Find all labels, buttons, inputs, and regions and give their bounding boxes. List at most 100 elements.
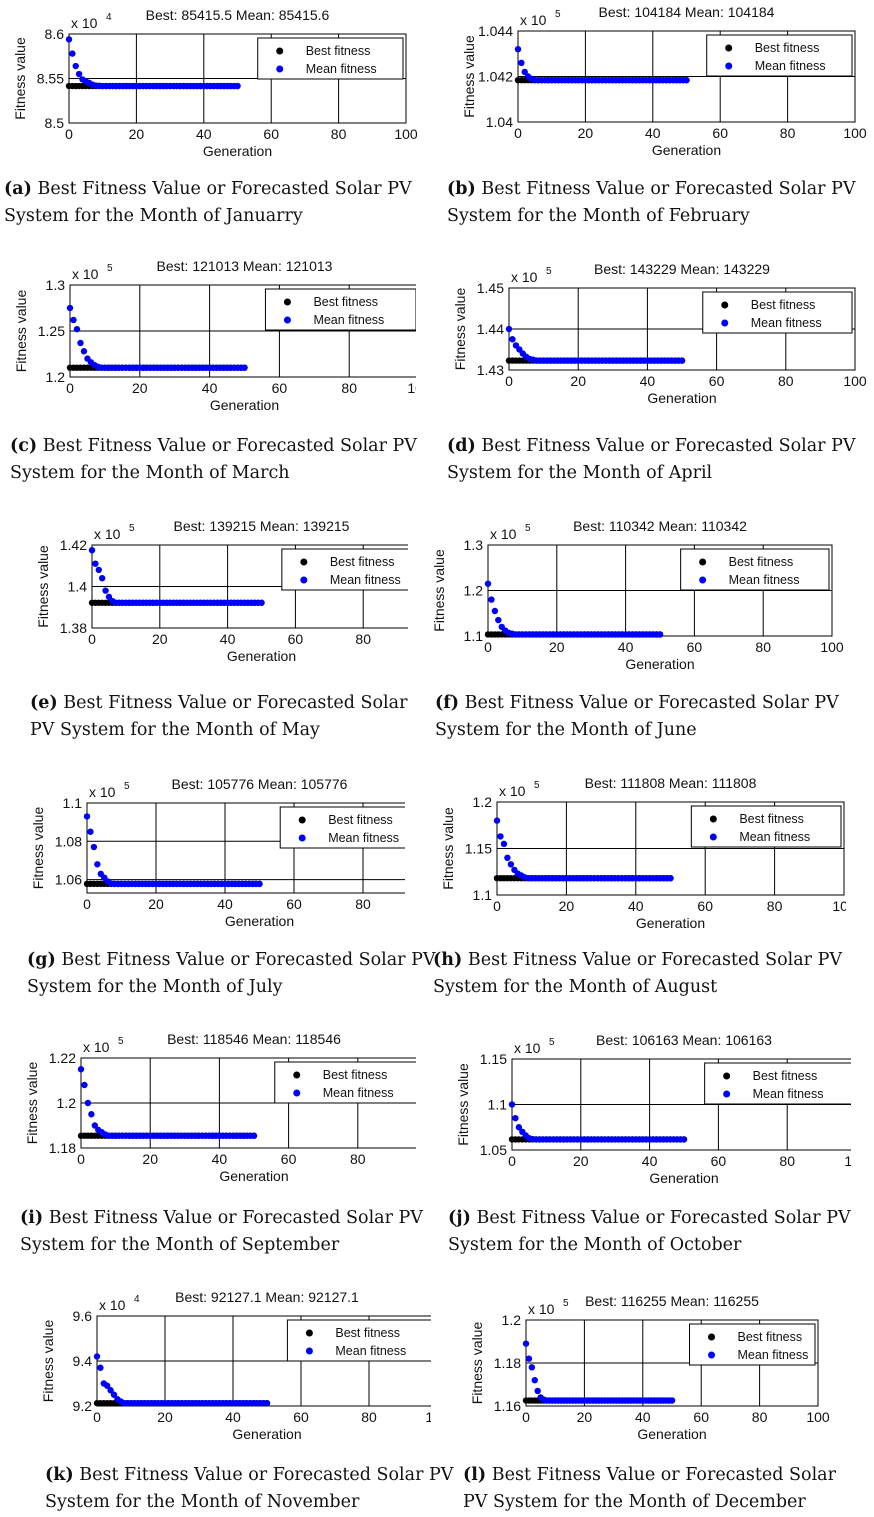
y-tick-label: 1.1 <box>488 1097 508 1113</box>
x-tick-label: 20 <box>578 125 594 141</box>
mean-fitness-point <box>97 1365 103 1371</box>
caption-c: (c) Best Fitness Value or Forecasted Sol… <box>10 433 417 487</box>
x-tick-label: 20 <box>148 896 164 912</box>
x-tick-label: 40 <box>196 126 212 142</box>
y-axis-label: Fitness value <box>13 290 29 373</box>
mean-fitness-point <box>532 1377 538 1383</box>
caption-line2: System for the Month of June <box>435 720 697 740</box>
axis-exponent-power: 5 <box>534 780 540 791</box>
x-tick-label: 80 <box>355 631 371 647</box>
caption-label: (c) <box>10 436 38 456</box>
legend-best-label: Best fitness <box>328 813 393 827</box>
legend-mean-marker <box>299 835 306 842</box>
legend-mean-marker <box>300 577 307 584</box>
mean-fitness-point <box>81 348 87 354</box>
chart-title: Best: 111808 Mean: 111808 <box>585 775 757 791</box>
axis-exponent-power: 5 <box>525 523 531 534</box>
caption-line1: Best Fitness Value or Forecasted Solar P… <box>48 1208 423 1228</box>
x-tick-label: 0 <box>508 1153 516 1169</box>
x-tick-label: 40 <box>635 1409 651 1425</box>
axis-exponent-power: 4 <box>106 12 112 23</box>
mean-fitness-point <box>89 547 95 553</box>
legend-best-label: Best fitness <box>330 555 395 569</box>
x-axis-label: Generation <box>647 390 716 406</box>
y-tick-label: 8.6 <box>45 26 65 42</box>
x-tick-label: 20 <box>142 1151 158 1167</box>
caption-l: (l) Best Fitness Value or Forecasted Sol… <box>463 1462 836 1516</box>
y-tick-label: 1.1 <box>63 795 83 811</box>
x-tick-label: 20 <box>559 898 575 914</box>
caption-line1: Best Fitness Value or Forecasted Solar P… <box>467 950 843 970</box>
y-tick-label: 1.45 <box>477 280 504 296</box>
axes-box <box>518 31 855 122</box>
y-axis-label: Fitness value <box>452 288 468 371</box>
legend-mean-label: Mean fitness <box>306 62 377 76</box>
mean-fitness-point <box>512 1115 518 1121</box>
legend-best-label: Best fitness <box>753 1069 818 1083</box>
y-tick-label: 1.05 <box>480 1142 507 1158</box>
x-tick-label: 60 <box>272 380 288 396</box>
legend-best-marker <box>699 559 706 566</box>
y-tick-label: 8.5 <box>45 115 65 131</box>
y-tick-label: 1.2 <box>57 1095 77 1111</box>
axes-box <box>69 34 406 123</box>
x-tick-label: 100 <box>820 639 844 655</box>
x-tick-label: 60 <box>293 1409 309 1425</box>
legend-mean-label: Mean fitness <box>323 1086 394 1100</box>
x-tick-label: 40 <box>628 898 644 914</box>
axis-exponent-power: 5 <box>107 263 113 274</box>
mean-fitness-point <box>534 1388 540 1394</box>
mean-fitness-point <box>681 1136 687 1142</box>
x-tick-label: 20 <box>570 373 586 389</box>
mean-fitness-point <box>509 336 515 342</box>
caption-line2: System for the Month of Januarry <box>4 206 303 226</box>
y-tick-label: 1.1 <box>464 628 484 644</box>
x-tick-label: 0 <box>77 1151 85 1167</box>
caption-d: (d) Best Fitness Value or Forecasted Sol… <box>447 433 856 487</box>
legend-best-label: Best fitness <box>306 44 371 58</box>
legend-mean-label: Mean fitness <box>328 831 399 845</box>
x-axis-label: Generation <box>225 913 294 929</box>
y-axis-label: Fitness value <box>440 807 456 890</box>
legend-box <box>691 806 841 847</box>
chart-title: Best: 110342 Mean: 110342 <box>573 518 747 534</box>
x-tick-label: 0 <box>66 380 74 396</box>
axis-exponent: x 10 <box>83 1039 110 1055</box>
mean-fitness-point <box>84 813 90 819</box>
mean-fitness-point <box>92 560 98 566</box>
mean-fitness-point <box>107 1387 113 1393</box>
legend-mean-marker <box>721 320 728 327</box>
caption-line1: Best Fitness Value or Forecasted Solar P… <box>481 436 856 456</box>
x-tick-label: 100 <box>806 1409 830 1425</box>
axis-exponent-power: 4 <box>134 1294 140 1305</box>
mean-fitness-point <box>488 596 494 602</box>
legend-best-marker <box>710 816 717 823</box>
x-tick-label: 40 <box>642 1153 658 1169</box>
caption-line1: Best Fitness Value or Forecasted Solar <box>491 1465 836 1485</box>
legend-box <box>681 549 829 590</box>
caption-label: (l) <box>463 1465 487 1485</box>
mean-fitness-point <box>251 1133 257 1139</box>
axis-exponent: x 10 <box>94 526 121 542</box>
caption-label: (e) <box>30 693 58 713</box>
mean-fitness-point <box>529 1364 535 1370</box>
y-tick-label: 1.06 <box>55 872 82 888</box>
x-tick-label: 0 <box>83 896 91 912</box>
x-tick-label: 80 <box>767 898 783 914</box>
legend-best-marker <box>721 302 728 309</box>
legend-best-marker <box>276 48 283 55</box>
y-tick-label: 1.18 <box>494 1355 521 1371</box>
chart-title: Best: 139215 Mean: 139215 <box>174 518 350 534</box>
y-tick-label: 9.6 <box>73 1308 93 1324</box>
legend-box <box>703 292 852 333</box>
x-axis-label: Generation <box>232 1426 301 1442</box>
y-tick-label: 1.22 <box>49 1050 76 1066</box>
y-tick-label: 1.2 <box>473 794 493 810</box>
mean-fitness-point <box>77 340 83 346</box>
legend-mean-marker <box>708 1352 715 1359</box>
mean-fitness-point <box>241 364 247 370</box>
mean-fitness-point <box>522 69 528 75</box>
x-tick-label: 60 <box>286 896 302 912</box>
